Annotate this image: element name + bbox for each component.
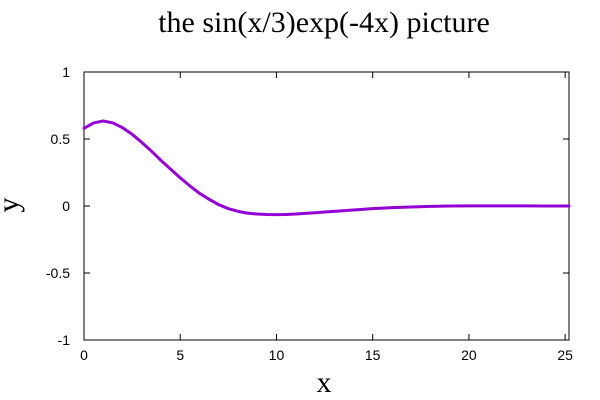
y-axis: -1 -0.5 0 0.5 1: [46, 64, 569, 348]
y-tick-label: 0: [62, 198, 70, 214]
y-tick-label: -1: [58, 332, 71, 348]
y-tick-label: 0.5: [51, 131, 71, 147]
y-axis-label: y: [0, 198, 25, 213]
x-tick-label: 0: [80, 347, 88, 363]
x-tick-label: 15: [365, 347, 381, 363]
y-tick-label: 1: [62, 64, 70, 80]
y-tick-label: -0.5: [46, 265, 70, 281]
x-tick-label: 25: [557, 347, 573, 363]
x-tick-label: 5: [176, 347, 184, 363]
x-axis-label: x: [317, 366, 332, 399]
x-tick-label: 20: [461, 347, 477, 363]
chart-title: the sin(x/3)exp(-4x) picture: [158, 6, 490, 39]
series-line: [82, 119, 571, 217]
plot-area: 0 5 10 15 20 25 -1 -0.5 0 0.5 1: [46, 64, 573, 363]
x-tick-label: 10: [269, 347, 285, 363]
x-axis: 0 5 10 15 20 25: [80, 72, 573, 363]
